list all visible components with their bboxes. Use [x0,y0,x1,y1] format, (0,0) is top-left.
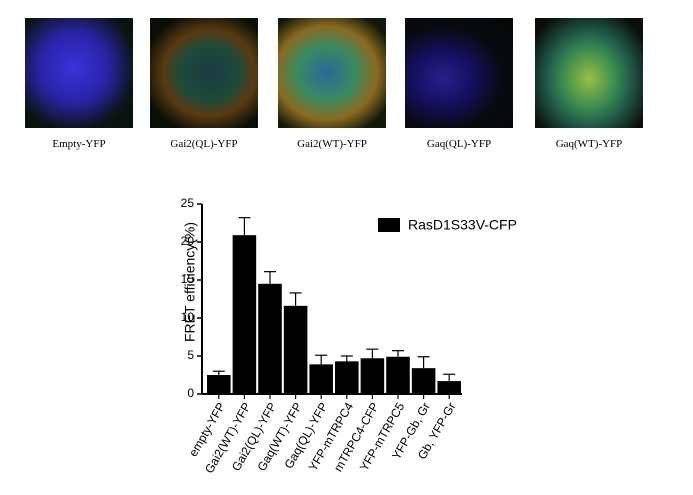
legend-swatch [378,218,400,232]
bar [360,358,385,394]
bar [207,375,231,394]
image-caption: Gaq(QL)-YFP [426,138,492,150]
micrograph [278,18,386,128]
micrograph [150,18,258,128]
y-tick-label: 25 [181,196,195,210]
image-caption: Gai2(WT)-YFP [297,138,367,150]
bar [283,305,308,394]
micrograph [535,18,643,128]
bar [258,283,282,394]
image-caption: Empty-YFP [52,138,106,150]
y-tick-label: 20 [181,234,195,248]
micrograph [405,18,513,128]
y-tick-label: 15 [181,272,195,286]
bar [309,364,333,394]
image-caption: Gai2(QL)-YFP [170,138,238,150]
legend-label: RasD1S33V-CFP [408,217,517,233]
bar [437,381,461,394]
y-tick-label: 10 [181,310,195,324]
bar [232,235,257,394]
y-axis-label: FRET efficiency(%) [182,222,198,342]
bar [411,368,436,394]
image-caption: Gaq(WT)-YFP [555,138,623,150]
bar [386,356,410,394]
y-tick-label: 0 [187,386,194,400]
y-tick-label: 5 [187,348,194,362]
bar [335,361,359,394]
micrograph [25,18,133,128]
